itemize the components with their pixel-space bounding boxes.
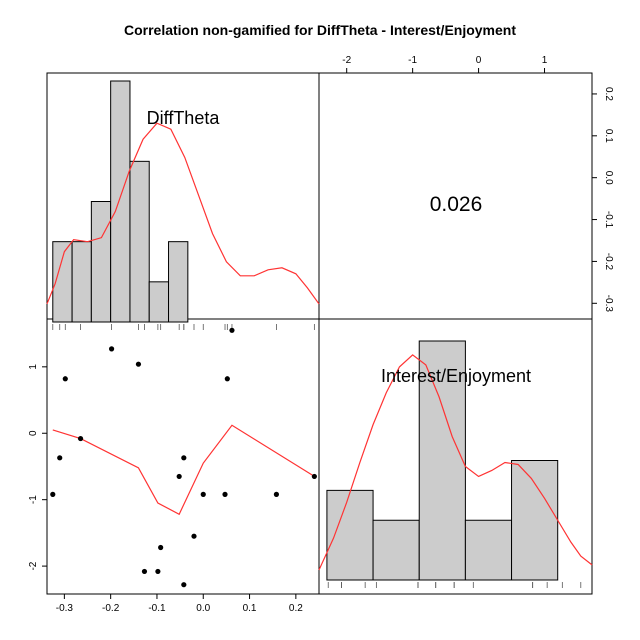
right-tick-label: -0.1 bbox=[603, 211, 614, 229]
histogram-bar bbox=[418, 340, 466, 581]
y-tick-label: 0 bbox=[28, 430, 39, 436]
histogram-bar bbox=[110, 80, 131, 323]
right-tick-label: 0.1 bbox=[603, 129, 614, 143]
histogram-difftheta bbox=[46, 80, 320, 330]
scatter-point bbox=[224, 376, 230, 382]
scatter-point bbox=[135, 361, 142, 367]
histogram-bar bbox=[90, 201, 112, 323]
y-tick-label: 1 bbox=[28, 364, 39, 370]
histogram-interest-enjoyment bbox=[318, 340, 593, 588]
histogram-bar bbox=[464, 519, 513, 581]
x-tick-label: 0.2 bbox=[289, 603, 303, 614]
smooth-line bbox=[52, 424, 315, 516]
scatter-point bbox=[273, 491, 280, 497]
top-tick-label: -2 bbox=[342, 55, 351, 66]
scatter-point bbox=[176, 473, 182, 480]
scatter-point bbox=[222, 491, 228, 497]
scatter-point bbox=[57, 455, 63, 461]
histogram-bar bbox=[511, 460, 559, 581]
top-tick-label: 1 bbox=[542, 55, 548, 66]
scatter-point bbox=[62, 376, 68, 382]
density-curve bbox=[318, 354, 593, 571]
x-tick-label: -0.1 bbox=[148, 603, 166, 614]
x-tick-label: 0.1 bbox=[243, 603, 257, 614]
scatter-point bbox=[50, 491, 56, 497]
density-curve bbox=[46, 122, 320, 305]
histogram-bar bbox=[326, 489, 374, 581]
x-tick-label: 0.0 bbox=[196, 603, 210, 614]
histogram-bar bbox=[71, 241, 92, 323]
scatter-panel bbox=[50, 327, 317, 588]
variable-label-interest-enjoyment: Interest/Enjoyment bbox=[381, 366, 531, 386]
correlation-value: 0.026 bbox=[430, 193, 483, 216]
histogram-bar bbox=[148, 281, 170, 323]
right-tick-label: 0.2 bbox=[603, 87, 614, 101]
scatter-point bbox=[191, 533, 197, 539]
panel-interest-enjoyment bbox=[318, 318, 593, 595]
scatter-point bbox=[141, 568, 148, 575]
chart-title: Correlation non-gamified for DiffTheta -… bbox=[124, 22, 516, 38]
histogram-bar bbox=[129, 160, 150, 323]
scatter-point bbox=[229, 327, 235, 333]
y-tick-label: -2 bbox=[28, 561, 39, 570]
top-tick-label: -1 bbox=[408, 55, 417, 66]
histogram-bar bbox=[372, 519, 420, 581]
scatter-point bbox=[181, 582, 187, 588]
scatter-point bbox=[158, 544, 164, 551]
axes: -0.3 -0.2 -0.1 0.0 0.1 0.2 -2 -1 0 1 -2 -1 0 1 -0.3 -0.… bbox=[28, 55, 614, 614]
x-tick-label: -0.2 bbox=[102, 603, 120, 614]
right-tick-label: -0.3 bbox=[603, 295, 614, 313]
right-tick-label: -0.2 bbox=[603, 253, 614, 271]
scatter-point bbox=[77, 435, 84, 442]
top-tick-label: 0 bbox=[476, 55, 482, 66]
scatter-point bbox=[155, 568, 161, 575]
scatter-point bbox=[108, 346, 115, 352]
scatter-point bbox=[181, 455, 187, 461]
right-tick-label: 0.0 bbox=[603, 171, 614, 185]
scatter-point bbox=[311, 473, 317, 480]
x-tick-label: -0.3 bbox=[56, 603, 74, 614]
scatter-point bbox=[200, 491, 206, 497]
histogram-bar bbox=[168, 241, 189, 323]
variable-label-difftheta: DiffTheta bbox=[147, 108, 221, 128]
y-tick-label: -1 bbox=[28, 495, 39, 504]
